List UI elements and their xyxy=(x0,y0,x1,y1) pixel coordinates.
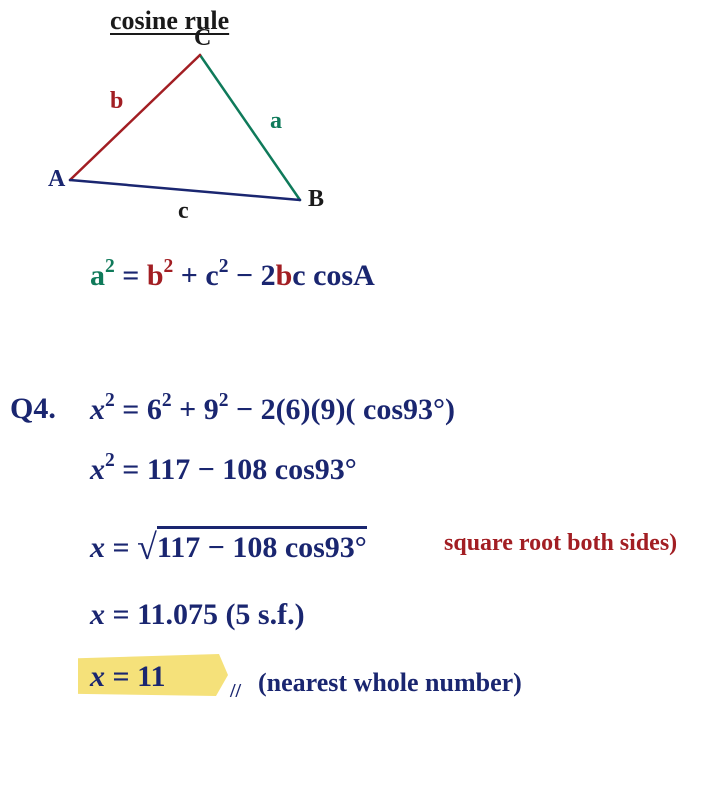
side-a-label: a xyxy=(270,108,282,135)
work-line-5: x = 11 xyxy=(90,660,165,694)
work-line-1: x2 = 62 + 92 − 2(6)(9)( cos93°) xyxy=(90,392,455,427)
vertex-c-label: C xyxy=(194,25,211,52)
vertex-a-label: A xyxy=(48,166,65,193)
question-label: Q4. xyxy=(10,392,56,426)
work-line-3: x = √117 − 108 cos93° xyxy=(90,524,367,566)
annotation-3: // xyxy=(230,680,241,703)
annotation-2: (nearest whole number) xyxy=(258,668,522,698)
vertex-b-label: B xyxy=(308,186,324,213)
annotation-1: square root both sides) xyxy=(444,530,677,557)
cosine-rule-formula: a2 = b2 + c2 − 2bc cosA xyxy=(90,258,375,293)
side-b-label: b xyxy=(110,88,123,115)
side-c-label: c xyxy=(178,198,189,225)
work-line-2: x2 = 117 − 108 cos93° xyxy=(90,452,357,487)
work-line-4: x = 11.075 (5 s.f.) xyxy=(90,598,305,632)
